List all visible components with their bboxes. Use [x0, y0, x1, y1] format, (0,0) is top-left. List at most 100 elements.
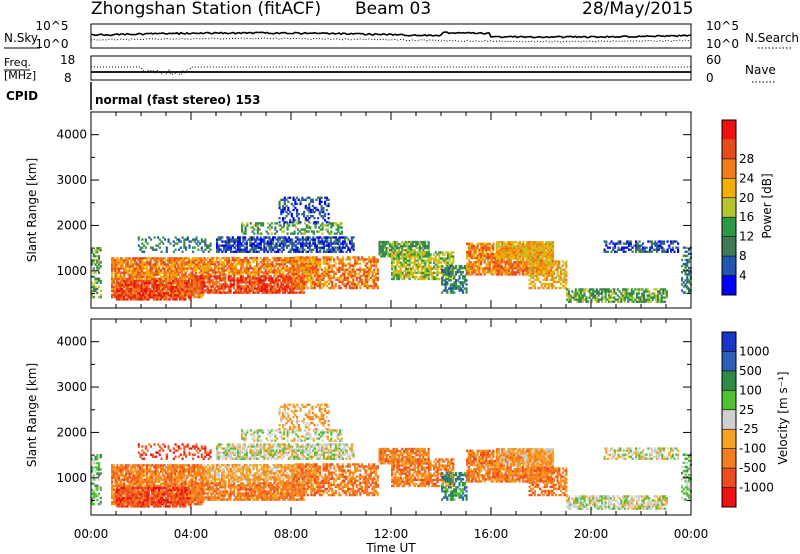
power-cell — [299, 289, 302, 292]
power-cell — [290, 291, 293, 294]
power-cell — [445, 275, 448, 279]
power-cell — [99, 279, 102, 282]
power-cell — [111, 289, 114, 293]
power-cell — [203, 271, 206, 274]
power-cell — [289, 219, 292, 222]
power-cell — [119, 261, 122, 264]
power-cell — [292, 291, 295, 294]
power-cell — [296, 263, 299, 266]
power-cell — [488, 248, 491, 252]
power-cell — [219, 238, 222, 241]
power-cell — [481, 256, 484, 260]
power-cell — [140, 279, 143, 283]
power-cell — [259, 242, 262, 245]
power-cell — [147, 279, 150, 283]
power-cell — [283, 281, 286, 284]
power-cell — [396, 251, 399, 254]
power-cell — [182, 259, 185, 262]
power-cell — [279, 244, 282, 247]
power-cell — [250, 283, 253, 286]
power-cell — [278, 271, 281, 274]
power-cell — [133, 275, 136, 278]
power-cell — [229, 269, 232, 272]
power-cell — [140, 275, 143, 278]
power-cell — [296, 214, 299, 218]
power-cell — [184, 273, 187, 276]
power-cell — [133, 294, 136, 297]
power-cell — [224, 269, 227, 272]
power-cell — [147, 287, 150, 291]
power-cell — [291, 265, 294, 268]
power-cell — [259, 261, 262, 264]
power-cell — [163, 294, 166, 297]
power-cell — [251, 230, 254, 233]
power-cell — [128, 279, 131, 282]
power-cell — [131, 294, 134, 297]
power-cell — [213, 281, 216, 284]
power-cell — [196, 265, 199, 268]
power-cell — [458, 275, 461, 278]
power-cell — [252, 285, 255, 288]
power-cell — [133, 288, 136, 291]
power-cell — [243, 285, 246, 288]
power-cell — [280, 289, 283, 292]
power-cell — [173, 285, 176, 289]
power-cell — [212, 285, 215, 288]
power-cell — [139, 261, 142, 264]
power-cell — [473, 254, 476, 258]
power-cell — [254, 259, 257, 262]
power-cell — [280, 287, 283, 290]
power-cell — [342, 244, 345, 247]
power-cell — [156, 298, 159, 301]
power-cell — [242, 265, 245, 268]
power-cell — [273, 287, 276, 290]
power-cell — [137, 281, 140, 285]
power-cell — [307, 230, 310, 233]
power-cell — [144, 292, 147, 295]
power-cell — [347, 278, 350, 282]
power-cell — [146, 259, 149, 262]
power-cell — [342, 250, 345, 253]
power-cell — [151, 265, 154, 268]
power-cell — [424, 261, 427, 264]
power-cell — [321, 222, 324, 225]
power-cell — [172, 298, 175, 301]
power-cell — [207, 271, 210, 274]
power-cell — [247, 261, 250, 264]
power-cell — [312, 230, 315, 233]
power-cell — [285, 275, 288, 278]
power-cell — [141, 250, 144, 253]
power-cell — [357, 282, 360, 286]
power-cell — [151, 283, 154, 287]
power-cell — [266, 256, 269, 260]
power-cell — [324, 282, 327, 286]
power-cell — [163, 292, 166, 295]
power-cell — [233, 267, 236, 270]
power-cell — [254, 265, 257, 268]
power-cell — [263, 259, 266, 262]
power-cell — [245, 261, 248, 264]
power-cell — [162, 242, 165, 245]
power-cell — [205, 273, 208, 276]
power-cell — [130, 281, 133, 285]
power-cell — [245, 279, 248, 282]
power-cell — [161, 285, 164, 289]
power-cell — [206, 244, 209, 247]
power-cell — [121, 271, 124, 274]
power-cell — [121, 298, 124, 301]
power-cell — [463, 264, 466, 268]
power-cell — [320, 200, 323, 204]
power-cell — [321, 232, 324, 235]
power-cell — [284, 256, 287, 260]
station-title: Zhongshan Station (fitACF) — [91, 0, 321, 19]
power-cell — [273, 283, 276, 286]
power-cell — [294, 206, 297, 210]
power-cell — [266, 285, 269, 288]
power-cell — [296, 246, 299, 249]
power-cell — [297, 198, 300, 201]
power-cell — [135, 257, 138, 260]
power-cell — [289, 250, 292, 253]
power-cell — [92, 253, 95, 256]
power-cell — [294, 278, 297, 282]
power-cell — [405, 265, 408, 268]
